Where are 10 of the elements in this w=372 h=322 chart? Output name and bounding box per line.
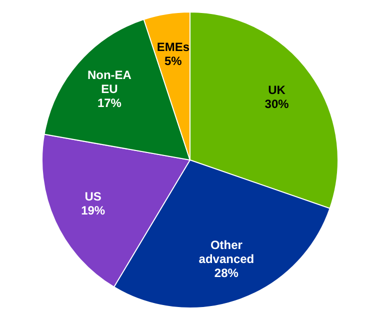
slice-label: EMEs	[156, 40, 190, 54]
data-label: 19%	[81, 203, 106, 218]
data-label: 28%	[214, 266, 239, 280]
slice-label: Non-EA EU	[87, 68, 132, 96]
slice-label: Other advanced	[198, 238, 254, 266]
data-label: 30%	[264, 97, 290, 112]
slice-label: UK	[268, 83, 286, 98]
data-label: 5%	[164, 54, 182, 68]
data-label: 17%	[97, 96, 122, 110]
slice-label: US	[84, 189, 102, 204]
